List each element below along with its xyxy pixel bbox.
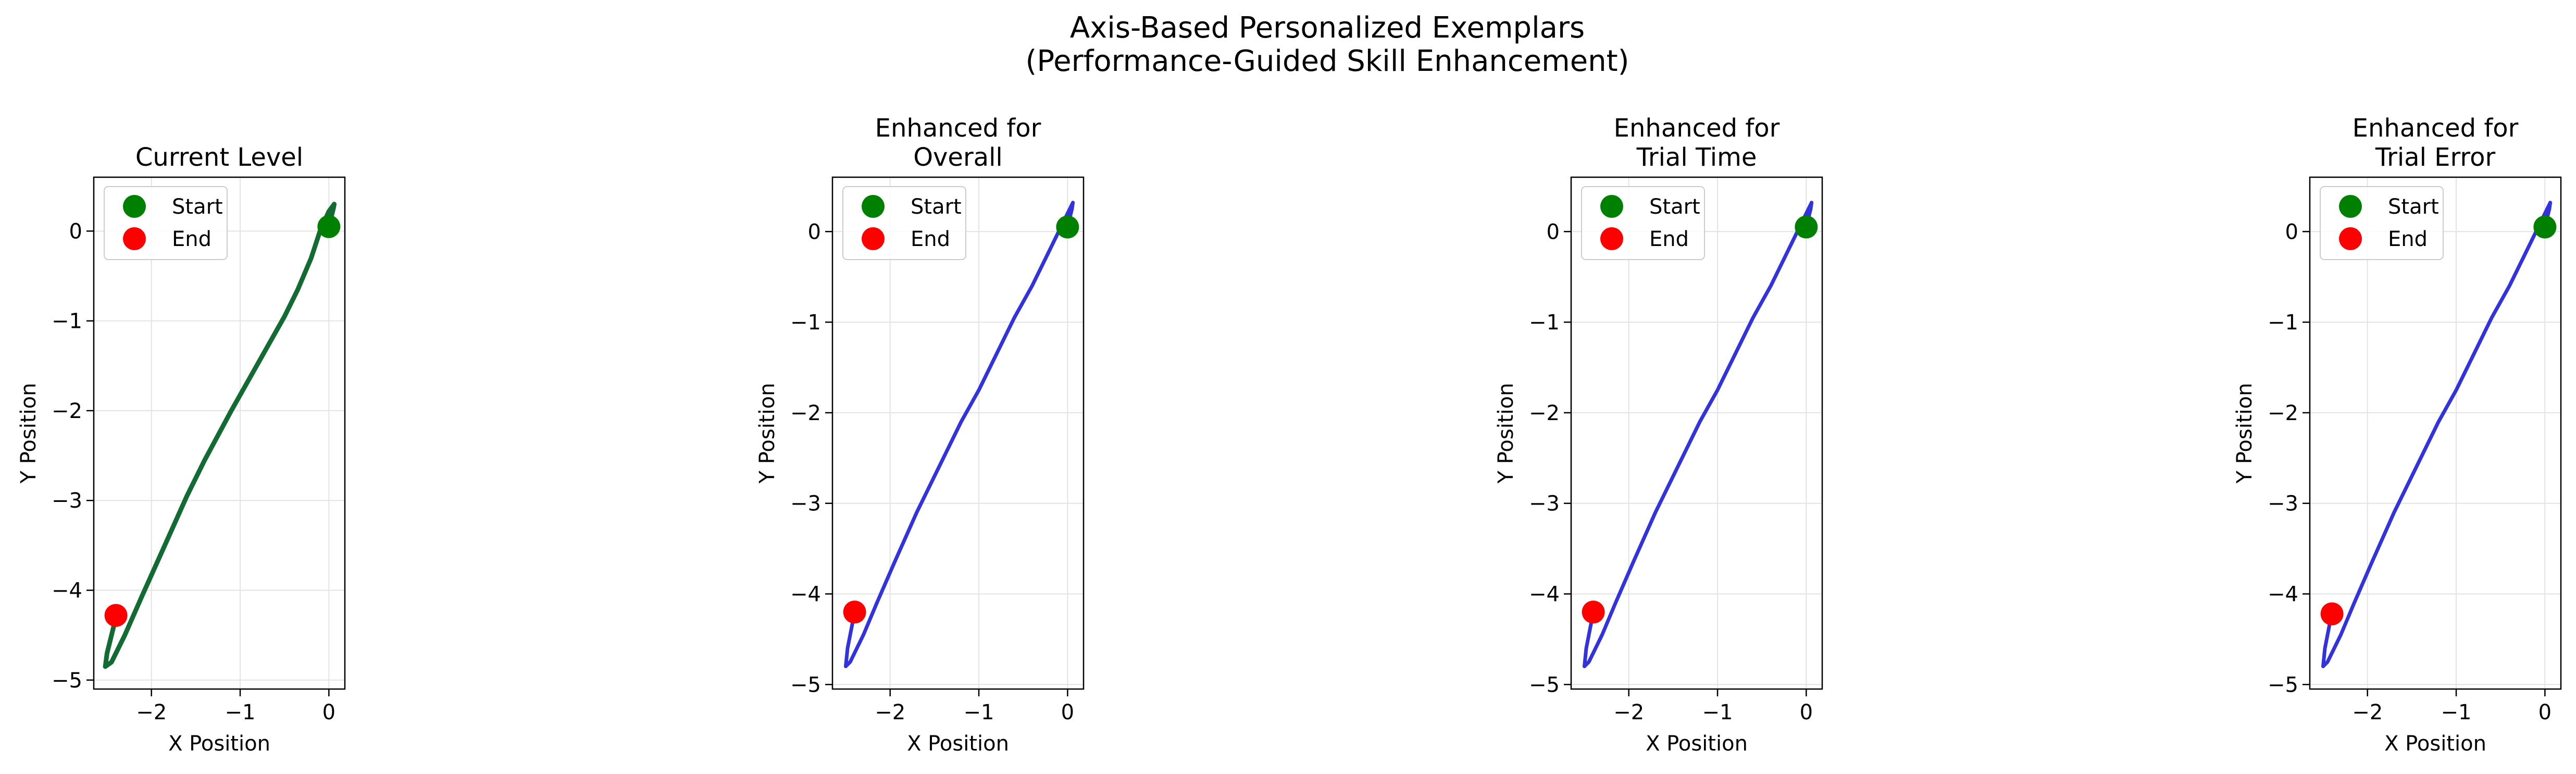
x-tick-label: −2: [136, 701, 167, 724]
x-tick-label: 0: [1800, 701, 1813, 724]
x-tick-label: 0: [322, 701, 335, 724]
y-tick-label: −4: [790, 583, 821, 607]
y-tick-label: 0: [808, 220, 821, 244]
subplot-title: Current Level: [135, 143, 303, 172]
subplot-title: Trial Time: [1636, 143, 1757, 172]
legend-marker-end: [2339, 227, 2362, 250]
y-tick-label: −3: [2268, 492, 2298, 516]
legend-label-start: Start: [2388, 195, 2439, 219]
x-tick-label: 0: [1061, 701, 1074, 724]
legend-label-end: End: [911, 227, 950, 251]
x-tick-label: −1: [964, 701, 994, 724]
y-tick-label: 0: [1547, 220, 1560, 244]
subplot-title: Enhanced for: [2353, 114, 2519, 143]
axes-frame: [2309, 176, 2562, 690]
y-tick-label: −1: [790, 311, 821, 335]
x-tick-label: −2: [2352, 701, 2383, 724]
end-point: [843, 600, 866, 624]
subplot-title: Enhanced for: [875, 114, 1041, 143]
y-tick-label: −2: [52, 399, 82, 423]
legend-label-start: Start: [172, 195, 223, 219]
trajectory-line: [103, 202, 337, 669]
end-point: [2320, 602, 2344, 625]
subplot-title: Overall: [913, 143, 1003, 172]
trajectory-line: [2321, 201, 2553, 668]
y-tick-label: −2: [1529, 401, 1560, 425]
end-point: [104, 604, 128, 627]
y-tick-label: −3: [1529, 492, 1560, 516]
y-tick-label: −2: [2268, 401, 2298, 425]
y-tick-label: −3: [52, 489, 82, 513]
x-tick-label: −2: [1613, 701, 1644, 724]
y-tick-label: −5: [790, 673, 821, 697]
x-tick-label: −1: [225, 701, 256, 724]
subplot-title: Trial Error: [2375, 143, 2496, 172]
y-tick-label: 0: [69, 219, 82, 243]
subplot-title: Enhanced for: [1614, 114, 1780, 143]
figure-title-line-2: (Performance-Guided Skill Enhancement): [1026, 44, 1629, 78]
end-point: [1582, 600, 1605, 624]
legend-label-start: Start: [1649, 195, 1700, 219]
subplots: −2 −1 0 −5 −4 −3 −2 −1 0 Current Level X Position Y…: [17, 114, 2562, 756]
y-tick-label: −1: [52, 310, 82, 334]
y-tick-label: −5: [52, 669, 82, 693]
y-axis-label: Y Position: [1494, 383, 1518, 484]
y-axis-label: Y Position: [755, 383, 779, 484]
legend-label-end: End: [172, 227, 211, 251]
y-axis-label: Y Position: [17, 383, 41, 484]
x-axis-label: X Position: [2384, 732, 2486, 756]
x-axis-label: X Position: [168, 732, 270, 756]
y-tick-label: −5: [2268, 673, 2298, 697]
y-tick-label: 0: [2285, 220, 2298, 244]
legend-label-start: Start: [911, 195, 962, 219]
y-tick-label: −3: [790, 492, 821, 516]
legend: Start End: [842, 186, 966, 260]
legend: Start End: [2320, 186, 2444, 260]
start-point: [1056, 215, 1079, 239]
y-tick-label: −4: [1529, 583, 1560, 607]
legend-marker-start: [862, 195, 885, 218]
x-axis-label: X Position: [1646, 732, 1748, 756]
axes-frame: [831, 176, 1085, 690]
y-tick-label: −4: [2268, 583, 2298, 607]
legend-label-end: End: [1649, 227, 1689, 251]
y-tick-label: −2: [790, 401, 821, 425]
legend-marker-end: [862, 227, 885, 250]
y-tick-label: −4: [52, 579, 82, 603]
y-axis-label: Y Position: [2233, 383, 2257, 484]
start-point: [317, 215, 341, 238]
y-tick-label: −1: [1529, 311, 1560, 335]
y-tick-label: −5: [1529, 673, 1560, 697]
start-point: [1795, 215, 1818, 239]
figure-title-line-1: Axis-Based Personalized Exemplars: [1070, 11, 1585, 45]
x-tick-label: −1: [1702, 701, 1733, 724]
legend: Start End: [104, 186, 228, 260]
subplot-1: −2 −1 0 −5 −4 −3 −2 −1 0 Current Level X Position Y…: [17, 143, 346, 756]
trajectory-line: [1583, 201, 1814, 668]
x-tick-label: −1: [2441, 701, 2472, 724]
legend-marker-start: [1600, 195, 1623, 218]
axes-frame: [93, 176, 346, 690]
x-tick-label: 0: [2538, 701, 2552, 724]
legend-marker-start: [123, 195, 146, 218]
legend-marker-end: [1600, 227, 1623, 250]
legend-marker-start: [2339, 195, 2362, 218]
y-tick-label: −1: [2268, 311, 2298, 335]
start-point: [2533, 215, 2557, 239]
legend-marker-end: [123, 227, 146, 250]
axes-frame: [1570, 176, 1823, 690]
legend-label-end: End: [2388, 227, 2428, 251]
legend: Start End: [1581, 186, 1705, 260]
x-tick-label: −2: [875, 701, 905, 724]
trajectory-line: [844, 201, 1075, 668]
x-axis-label: X Position: [907, 732, 1009, 756]
